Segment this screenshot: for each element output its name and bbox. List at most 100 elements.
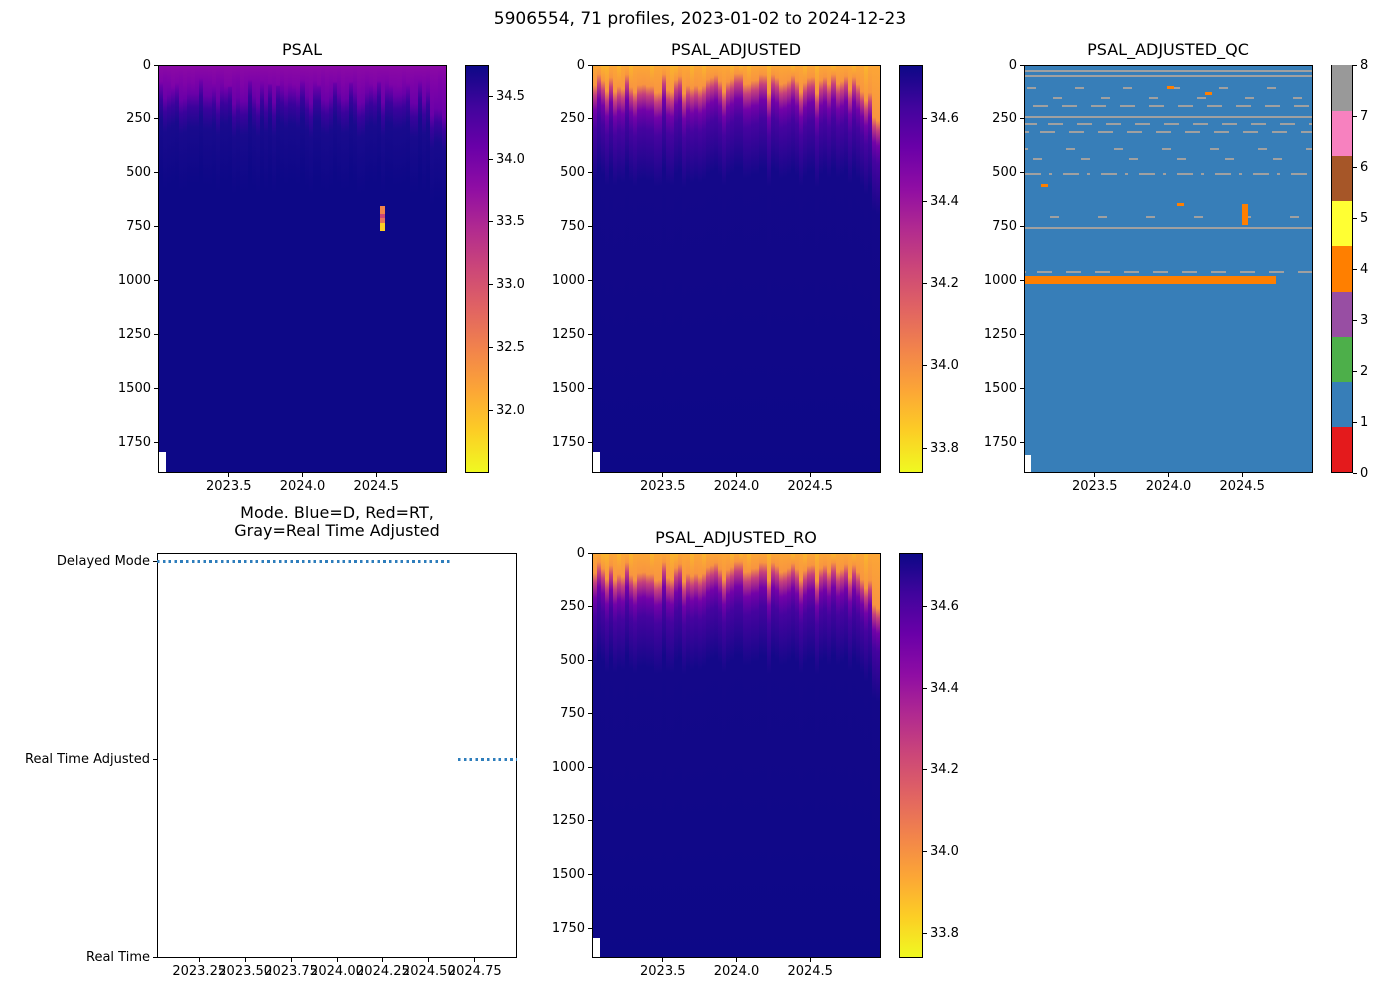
colorbar-tick-mark bbox=[1353, 268, 1357, 270]
x-tick-label: 2023.5 bbox=[640, 479, 686, 494]
colorbar-tick-label: 33.8 bbox=[930, 440, 959, 456]
qc-flag8-line bbox=[1025, 226, 1312, 229]
y-tick-label: 250 bbox=[126, 111, 151, 127]
x-tick-label: 2024.0 bbox=[713, 479, 760, 494]
profile-column bbox=[365, 66, 370, 472]
profile-column bbox=[159, 66, 164, 472]
y-tick-mark bbox=[1020, 334, 1024, 336]
profile-column bbox=[750, 554, 756, 957]
profile-column bbox=[875, 66, 880, 472]
profile-column bbox=[843, 66, 849, 472]
profile-column bbox=[369, 66, 374, 472]
qc-flag4-horizontal-bar bbox=[1025, 276, 1276, 285]
qc-flag4-mark bbox=[1204, 91, 1212, 95]
profile-column bbox=[657, 66, 663, 472]
profile-column bbox=[677, 554, 683, 957]
x-tick-mark bbox=[662, 473, 664, 477]
profile-column bbox=[207, 66, 213, 472]
x-tick-mark bbox=[474, 958, 476, 962]
psal-adjusted-colorbar bbox=[899, 65, 923, 473]
y-tick-mark bbox=[1020, 172, 1024, 174]
profile-column bbox=[637, 66, 643, 472]
qc-colorbar-segment bbox=[1332, 380, 1352, 427]
profile-column bbox=[750, 66, 756, 472]
salinity-anomaly-segment bbox=[379, 218, 385, 224]
profile-column bbox=[831, 554, 837, 957]
y-tick-label: 1000 bbox=[117, 273, 151, 289]
psal-adjusted-qc-colorbar bbox=[1331, 64, 1353, 473]
profile-column bbox=[433, 66, 439, 472]
profile-column bbox=[397, 66, 403, 472]
x-tick-label: 2024.25 bbox=[356, 964, 410, 979]
profile-column bbox=[730, 66, 736, 472]
y-tick-mark bbox=[588, 927, 592, 929]
colorbar-tick-label: 1 bbox=[1360, 414, 1369, 430]
profile-column bbox=[320, 66, 326, 472]
y-tick-mark bbox=[154, 280, 158, 282]
y-tick-label: 0 bbox=[576, 57, 585, 73]
profile-column bbox=[377, 66, 383, 472]
y-tick-mark bbox=[588, 334, 592, 336]
y-tick-mark bbox=[588, 64, 592, 66]
colorbar-tick-label: 4 bbox=[1360, 261, 1369, 277]
profile-column bbox=[669, 554, 675, 957]
profile-column bbox=[593, 554, 598, 957]
profile-column bbox=[344, 66, 350, 472]
profile-column bbox=[742, 554, 748, 957]
mode-plot bbox=[157, 553, 517, 958]
colorbar-tick-label: 2 bbox=[1360, 363, 1369, 379]
colorbar-tick-mark bbox=[1353, 217, 1357, 219]
x-tick-label: 2024.5 bbox=[787, 479, 833, 494]
y-tick-mark bbox=[588, 820, 592, 822]
colorbar-tick-label: 34.5 bbox=[496, 88, 525, 104]
profile-column bbox=[235, 66, 241, 472]
x-tick-label: 2024.00 bbox=[310, 964, 364, 979]
qc-flag4-mark bbox=[1041, 183, 1049, 187]
profile-column bbox=[746, 554, 752, 957]
x-tick-mark bbox=[375, 473, 377, 477]
mode-dotted-series bbox=[157, 560, 451, 564]
x-tick-mark bbox=[1241, 473, 1243, 477]
x-tick-label: 2024.5 bbox=[787, 964, 833, 979]
profile-column bbox=[803, 66, 808, 472]
x-tick-label: 2023.5 bbox=[206, 479, 252, 494]
missing-data-notch bbox=[593, 937, 600, 957]
psal-adjusted-qc-title: PSAL_ADJUSTED_QC bbox=[1087, 40, 1249, 59]
qc-flag8-line bbox=[1025, 74, 1312, 77]
profile-column bbox=[673, 554, 679, 957]
y-tick-mark bbox=[1020, 64, 1024, 66]
profile-column bbox=[766, 554, 772, 957]
y-tick-label: 1500 bbox=[983, 381, 1017, 397]
profile-column bbox=[774, 554, 780, 957]
profile-column bbox=[641, 66, 647, 472]
profile-column bbox=[746, 66, 752, 472]
psal-adjusted-heatmap bbox=[592, 65, 881, 473]
profile-column bbox=[803, 554, 808, 957]
y-tick-mark bbox=[588, 713, 592, 715]
profile-column bbox=[698, 554, 703, 957]
y-tick-mark bbox=[154, 172, 158, 174]
profile-column bbox=[657, 554, 663, 957]
profile-column bbox=[625, 66, 631, 472]
profile-column bbox=[171, 66, 176, 472]
y-tick-mark bbox=[153, 561, 157, 563]
y-tick-label: 0 bbox=[576, 545, 585, 561]
y-tick-label: 1250 bbox=[983, 327, 1017, 343]
colorbar-tick-mark bbox=[923, 851, 927, 853]
qc-flag8-line bbox=[1025, 148, 1312, 151]
profile-column bbox=[288, 66, 294, 472]
y-tick-label: 1750 bbox=[983, 435, 1017, 451]
profile-column bbox=[698, 66, 703, 472]
colorbar-tick-label: 33.0 bbox=[496, 277, 525, 293]
y-tick-mark bbox=[588, 118, 592, 120]
profile-column bbox=[811, 554, 817, 957]
qc-colorbar-segment bbox=[1332, 155, 1352, 202]
profile-column bbox=[811, 66, 817, 472]
profile-column bbox=[770, 66, 776, 472]
profile-column bbox=[601, 66, 606, 472]
profile-column bbox=[637, 554, 643, 957]
y-tick-label: 750 bbox=[560, 219, 585, 235]
x-tick-label: 2023.5 bbox=[640, 964, 686, 979]
qc-flag8-line bbox=[1025, 271, 1312, 274]
